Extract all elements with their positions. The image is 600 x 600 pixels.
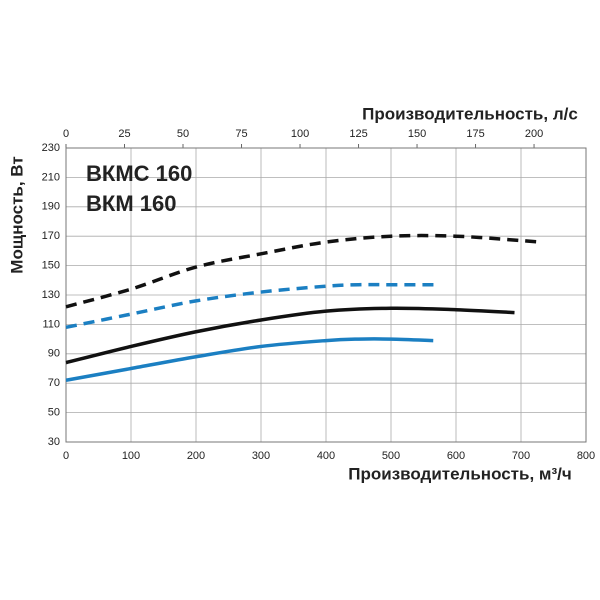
x-tick-label: 100 (122, 450, 140, 462)
legend-label: ВКМС 160 (86, 161, 192, 186)
y-tick-label: 70 (48, 377, 60, 389)
x-tick-label: 500 (382, 450, 400, 462)
x2-tick-label: 25 (118, 128, 130, 140)
legend-label: ВКМ 160 (86, 191, 176, 216)
y-tick-label: 190 (42, 201, 60, 213)
x2-axis-title: Производительность, л/с (362, 104, 578, 123)
x2-tick-label: 125 (349, 128, 367, 140)
x-tick-label: 200 (187, 450, 205, 462)
x-tick-label: 400 (317, 450, 335, 462)
data-line (65, 337, 434, 382)
x-tick-label: 600 (447, 450, 465, 462)
x2-tick-label: 0 (63, 128, 69, 140)
data-line (65, 233, 541, 309)
x2-tick-label: 50 (177, 128, 189, 140)
x-tick-label: 800 (577, 450, 595, 462)
x-tick-label: 700 (512, 450, 530, 462)
x2-tick-label: 175 (466, 128, 484, 140)
y-tick-label: 90 (48, 348, 60, 360)
data-line (65, 282, 437, 330)
y-tick-label: 30 (48, 436, 60, 448)
x2-tick-label: 200 (525, 128, 543, 140)
x-axis-title: Производительность, м³/ч (348, 464, 571, 483)
x2-tick-label: 75 (235, 128, 247, 140)
y-tick-label: 130 (42, 289, 60, 301)
y-tick-label: 110 (42, 318, 60, 330)
y-tick-label: 170 (42, 230, 60, 242)
y-tick-label: 230 (42, 142, 60, 154)
y-tick-label: 150 (42, 260, 60, 272)
data-line (65, 306, 515, 365)
x-tick-label: 300 (252, 450, 270, 462)
y-tick-label: 210 (42, 171, 60, 183)
y-axis-title: Мощность, Вт (7, 156, 26, 273)
x2-tick-label: 150 (408, 128, 426, 140)
x2-tick-label: 100 (291, 128, 309, 140)
x-tick-label: 0 (63, 450, 69, 462)
plot-frame (65, 147, 587, 443)
y-tick-label: 50 (48, 407, 60, 419)
